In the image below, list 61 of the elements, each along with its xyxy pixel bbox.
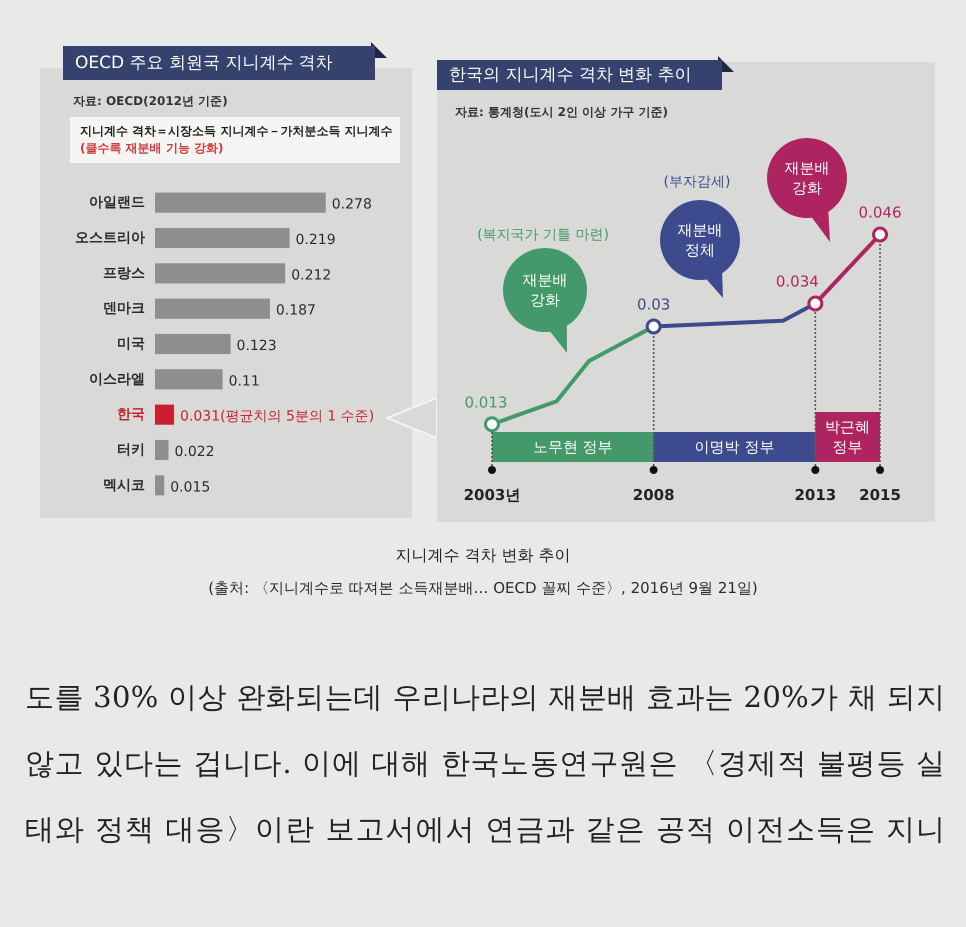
annotation: 재분배 강화 [784,159,830,197]
chart-title: OECD 주요 회원국 지니계수 격차 [75,53,333,73]
y-tick-label: 이스라엘 [89,371,145,388]
x-tick-label: 2015 [859,486,901,504]
data-label: 0.123 [236,338,277,354]
data-label: 0.219 [296,232,336,248]
text: 도를 30% 이상 완화되는데 우리나라의 재분배 효과는 20%가 채 되지 [25,680,945,714]
text: (출처: 〈지니계수로 따져본 소득재분배… OECD 꼴찌 수준〉, 2016년 9월 21일) [208,579,758,597]
text: 지니계수 격차＝시장소득 지니계수－가처분소득 지니계수 [80,124,393,138]
point [646,318,662,334]
data-label: 0.278 [332,196,372,213]
bar [155,369,223,390]
text: 자료: 통계청(도시 2인 이상 가구 기준) [455,105,668,119]
band: 박근혜 정부 [815,412,880,462]
bar [155,263,286,284]
bar [155,440,169,460]
y-tick-label: 멕시코 [103,477,145,494]
band: 노무현 정부 [492,432,654,462]
band-label: 이명박 정부 [694,438,774,456]
y-tick-label: 프랑스 [103,265,145,282]
data-label: 0.031(평균치의 5분의 1 수준) [180,408,374,425]
y-tick-label: 오스트리아 [75,230,145,246]
data-label: 0.187 [276,302,316,319]
x-tick-label: 2003년 [464,486,520,504]
bar [155,228,290,248]
data-label: 0.022 [174,444,215,460]
bar [155,298,270,319]
band: 이명박 정부 [654,432,816,462]
point [807,296,824,312]
x-tick-label: 2008 [632,486,675,504]
data-label: 0.013 [464,393,508,412]
text: 지니계수 격차 변화 추이 [395,546,571,564]
bar [155,404,174,425]
bar [155,475,164,496]
band-label: 박근혜 정부 [825,418,870,456]
annotation: (부자감세) [664,174,730,190]
y-tick-label: 아일랜드 [89,194,145,211]
data-label: 0.212 [291,267,332,284]
data-label: 0.03 [636,296,670,314]
x-tick-label: 2013 [794,486,836,504]
text: 않고 있다는 겁니다. 이에 대해 한국노동연구원은 〈경제적 불평등 실 [25,746,945,780]
chart-title: 한국의 지니계수 격차 변화 추이 [449,65,692,85]
y-tick-label: 덴마크 [103,300,145,317]
annotation: (복지국가 기틀 마련) [477,227,609,243]
data-label: 0.046 [858,204,902,222]
chart-subtitle: 자료: OECD(2012년 기준) [73,94,228,108]
data-label: 0.034 [776,272,819,290]
annotation: 재분배 강화 [522,271,568,309]
y-tick-label: 터키 [117,442,145,458]
text: (클수록 재분배 기능 강화) [80,141,224,155]
band-label: 노무현 정부 [532,438,613,456]
text: 태와 정책 대응〉이란 보고서에서 연금과 같은 공적 이전소득은 지니 [25,812,945,846]
y-tick-label: 미국 [117,336,145,352]
point [484,416,500,432]
y-tick-label: 한국 [117,406,145,423]
point [872,226,888,242]
bar [155,192,326,213]
data-label: 0.11 [228,373,260,390]
bar [155,334,231,354]
data-label: 0.015 [170,479,210,496]
annotation: 재분배 정체 [678,221,722,259]
